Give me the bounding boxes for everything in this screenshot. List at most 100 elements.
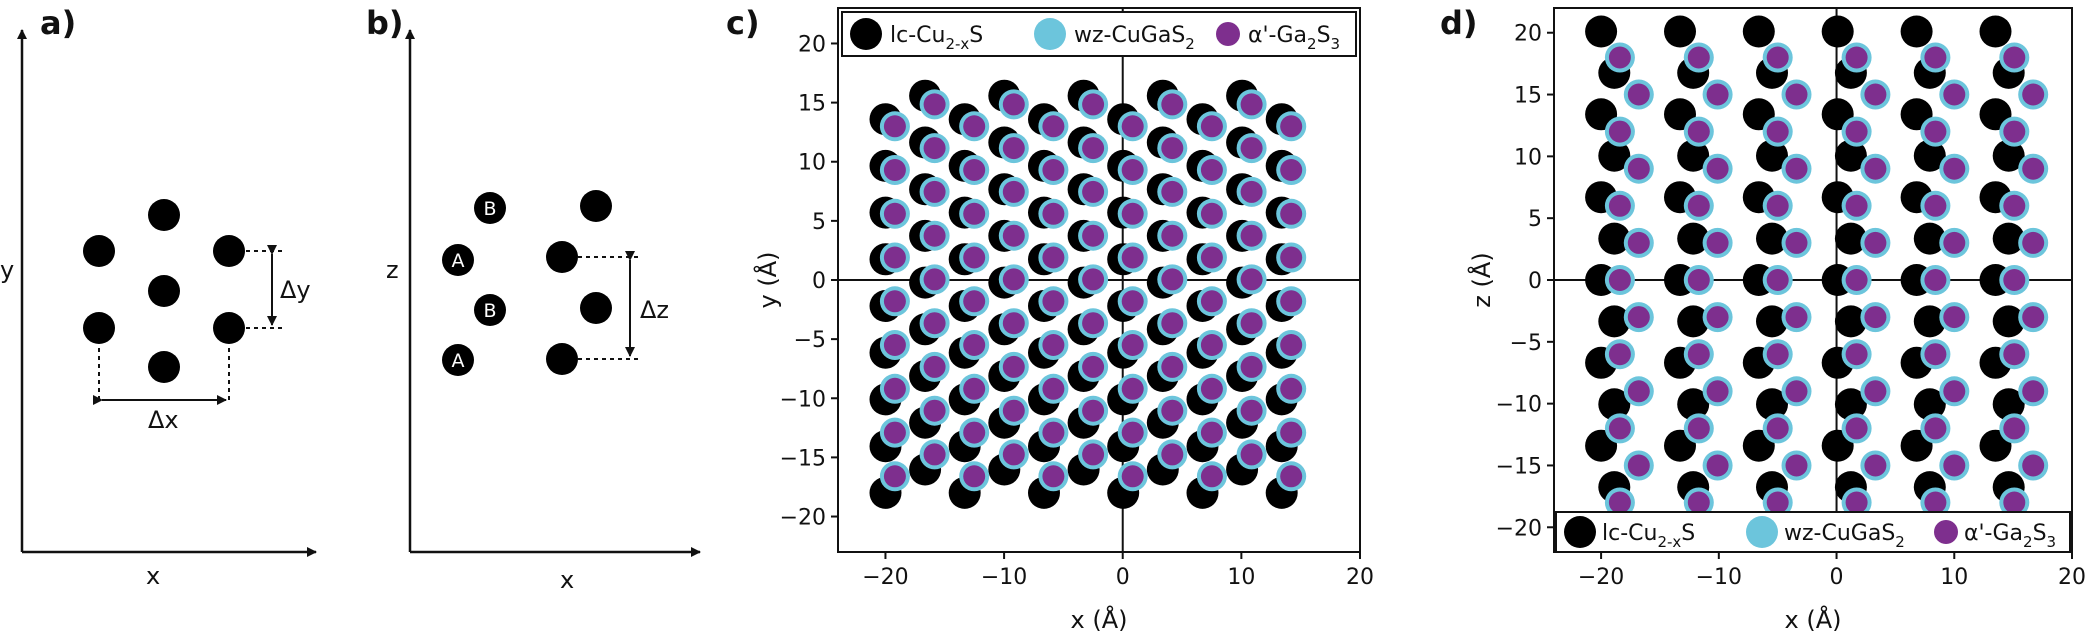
point-alpha [1687, 417, 1710, 440]
point-alpha [1845, 269, 1868, 291]
point-alpha [1200, 246, 1223, 269]
point-alpha [963, 421, 986, 444]
point-alpha [1161, 93, 1184, 116]
point-alpha [1924, 194, 1947, 217]
point-alpha [1924, 343, 1947, 366]
point-alpha [1924, 491, 1947, 514]
atom [148, 275, 180, 307]
point-alpha [1706, 306, 1729, 329]
panel-d-xlabel: x (Å) [1785, 605, 1842, 634]
point-alpha [1082, 224, 1105, 247]
point-alpha [2003, 491, 2026, 514]
point-alpha [1864, 157, 1887, 180]
point-lc [1900, 15, 1933, 48]
point-lc [1913, 139, 1946, 172]
point-alpha [1766, 343, 1789, 366]
point-lc [1913, 388, 1946, 421]
point-alpha [1042, 246, 1065, 269]
y-tick-label: −20 [1496, 516, 1542, 541]
point-lc [1756, 222, 1788, 255]
y-tick-label: 5 [812, 210, 826, 235]
x-tick-label: −20 [862, 565, 908, 590]
point-alpha [2022, 306, 2045, 329]
point-alpha [1706, 157, 1729, 180]
point-alpha [1687, 120, 1710, 143]
delta-y-label: Δy [280, 276, 311, 304]
atom [213, 312, 245, 344]
point-alpha [963, 334, 986, 356]
point-lc [1677, 139, 1710, 172]
point-alpha [1240, 180, 1263, 203]
atom-layer-a [442, 244, 474, 276]
y-tick-label: 20 [798, 32, 826, 57]
atom [546, 343, 578, 375]
point-alpha [1240, 93, 1263, 116]
point-alpha [963, 115, 986, 138]
point-alpha [1161, 355, 1184, 378]
point-alpha [963, 377, 986, 400]
point-alpha [1161, 180, 1184, 203]
point-alpha [1706, 231, 1729, 254]
atom [83, 312, 115, 344]
point-alpha [1280, 465, 1303, 488]
atom [213, 235, 245, 267]
atom-layer-a [442, 344, 474, 376]
point-alpha [883, 377, 906, 400]
point-alpha [1943, 306, 1966, 329]
point-alpha [1280, 377, 1303, 400]
point-alpha [1706, 83, 1729, 106]
point-alpha [1845, 343, 1868, 366]
delta-z-dimension: Δz [578, 251, 669, 360]
point-alpha [1161, 312, 1184, 335]
panel-b: b) z x B A B A Δz [366, 4, 701, 594]
point-alpha [1924, 417, 1947, 440]
x-tick-label: 10 [1227, 565, 1255, 590]
point-alpha [1627, 306, 1650, 329]
y-tick-label: 10 [798, 151, 826, 176]
point-lc [1992, 139, 2025, 172]
point-alpha [1608, 120, 1631, 143]
point-alpha [1042, 115, 1065, 138]
point-alpha [1082, 268, 1105, 291]
point-alpha [923, 443, 946, 466]
y-tick-label: −15 [780, 446, 826, 471]
point-alpha [2022, 83, 2045, 106]
point-alpha [923, 93, 946, 116]
point-alpha [1864, 231, 1887, 254]
point-alpha [1042, 290, 1065, 313]
point-lc [1913, 222, 1946, 255]
point-alpha [1121, 421, 1144, 444]
point-lc [1598, 139, 1631, 172]
point-alpha [1924, 269, 1947, 291]
panel-c-legend: lc-Cu2-xS wz-CuGaS2 α'-Ga2S3 [841, 11, 1357, 57]
point-lc [1585, 15, 1618, 48]
x-tick-label: 0 [1830, 565, 1844, 590]
point-alpha [923, 224, 946, 247]
point-alpha [2022, 380, 2045, 403]
point-alpha [963, 465, 986, 488]
atom [546, 241, 578, 273]
point-alpha [1161, 443, 1184, 466]
y-tick-label: 15 [1514, 84, 1542, 109]
point-alpha [2003, 194, 2026, 217]
delta-x-label: Δx [148, 406, 179, 434]
point-alpha [923, 355, 946, 378]
point-alpha [1766, 269, 1789, 291]
x-tick-label: 20 [2058, 565, 2086, 590]
point-alpha [1864, 380, 1887, 403]
point-alpha [1943, 231, 1966, 254]
atom [580, 292, 612, 324]
point-alpha [963, 246, 986, 269]
atom [83, 235, 115, 267]
point-alpha [883, 421, 906, 444]
point-alpha [923, 268, 946, 291]
point-alpha [1943, 454, 1966, 477]
point-alpha [1280, 334, 1303, 356]
point-alpha [1240, 312, 1263, 335]
y-tick-label: −20 [780, 506, 826, 531]
x-tick-label: −10 [1696, 565, 1742, 590]
point-alpha [1766, 417, 1789, 440]
point-alpha [1240, 399, 1263, 422]
y-tick-label: 5 [1528, 207, 1542, 232]
